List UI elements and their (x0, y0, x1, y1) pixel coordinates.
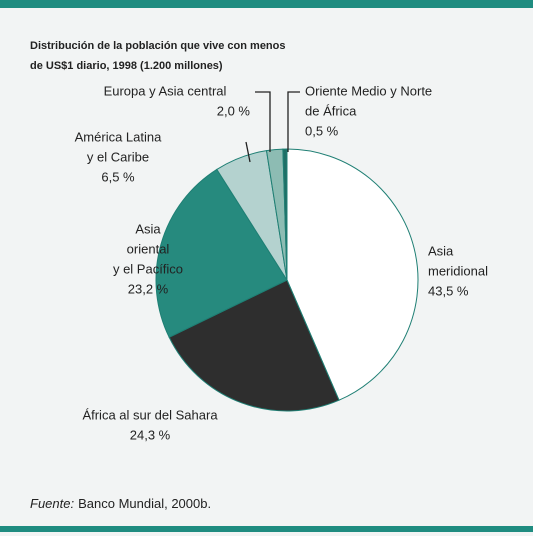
source-label: Fuente: (30, 496, 74, 511)
value-label: 6,5 % (101, 169, 135, 184)
value-label: 43,5 % (428, 283, 469, 298)
bottom-bar (0, 526, 533, 532)
slice-label: África al sur del Sahara (82, 407, 218, 422)
source: Fuente: Banco Mundial, 2000b. (30, 496, 211, 511)
pie (155, 148, 419, 412)
chart-title: Distribución de la población que vive co… (30, 40, 286, 52)
pie-slice (282, 148, 288, 281)
slice-label: de África (305, 103, 357, 118)
value-label: 0,5 % (305, 123, 339, 138)
leader-line (255, 91, 271, 152)
slice-label: Europa y Asia central (104, 83, 227, 98)
source-text: Banco Mundial, 2000b. (78, 496, 211, 511)
slice-label: oriental (127, 241, 170, 256)
leader-line (287, 91, 300, 152)
leader-line (245, 141, 251, 163)
pie-slice (155, 168, 288, 338)
slice-label: Asia (135, 221, 161, 236)
pie-slice (168, 279, 340, 412)
chart-title: de US$1 diario, 1998 (1.200 millones) (30, 60, 223, 72)
slice-label: Oriente Medio y Norte (305, 83, 432, 98)
top-bar (0, 0, 533, 8)
slice-label: América Latina (75, 129, 162, 144)
value-label: 2,0 % (217, 103, 251, 118)
slice-label: meridional (428, 263, 488, 278)
value-label: 23,2 % (128, 281, 169, 296)
pie-slice (286, 148, 419, 401)
slice-label: Asia (428, 243, 454, 258)
labels: Asia meridional 43,5 % África al sur del Sa… (75, 83, 488, 442)
value-label: 24,3 % (130, 427, 171, 442)
slice-label: y el Caribe (87, 149, 149, 164)
slice-label: y el Pacífico (113, 261, 183, 276)
